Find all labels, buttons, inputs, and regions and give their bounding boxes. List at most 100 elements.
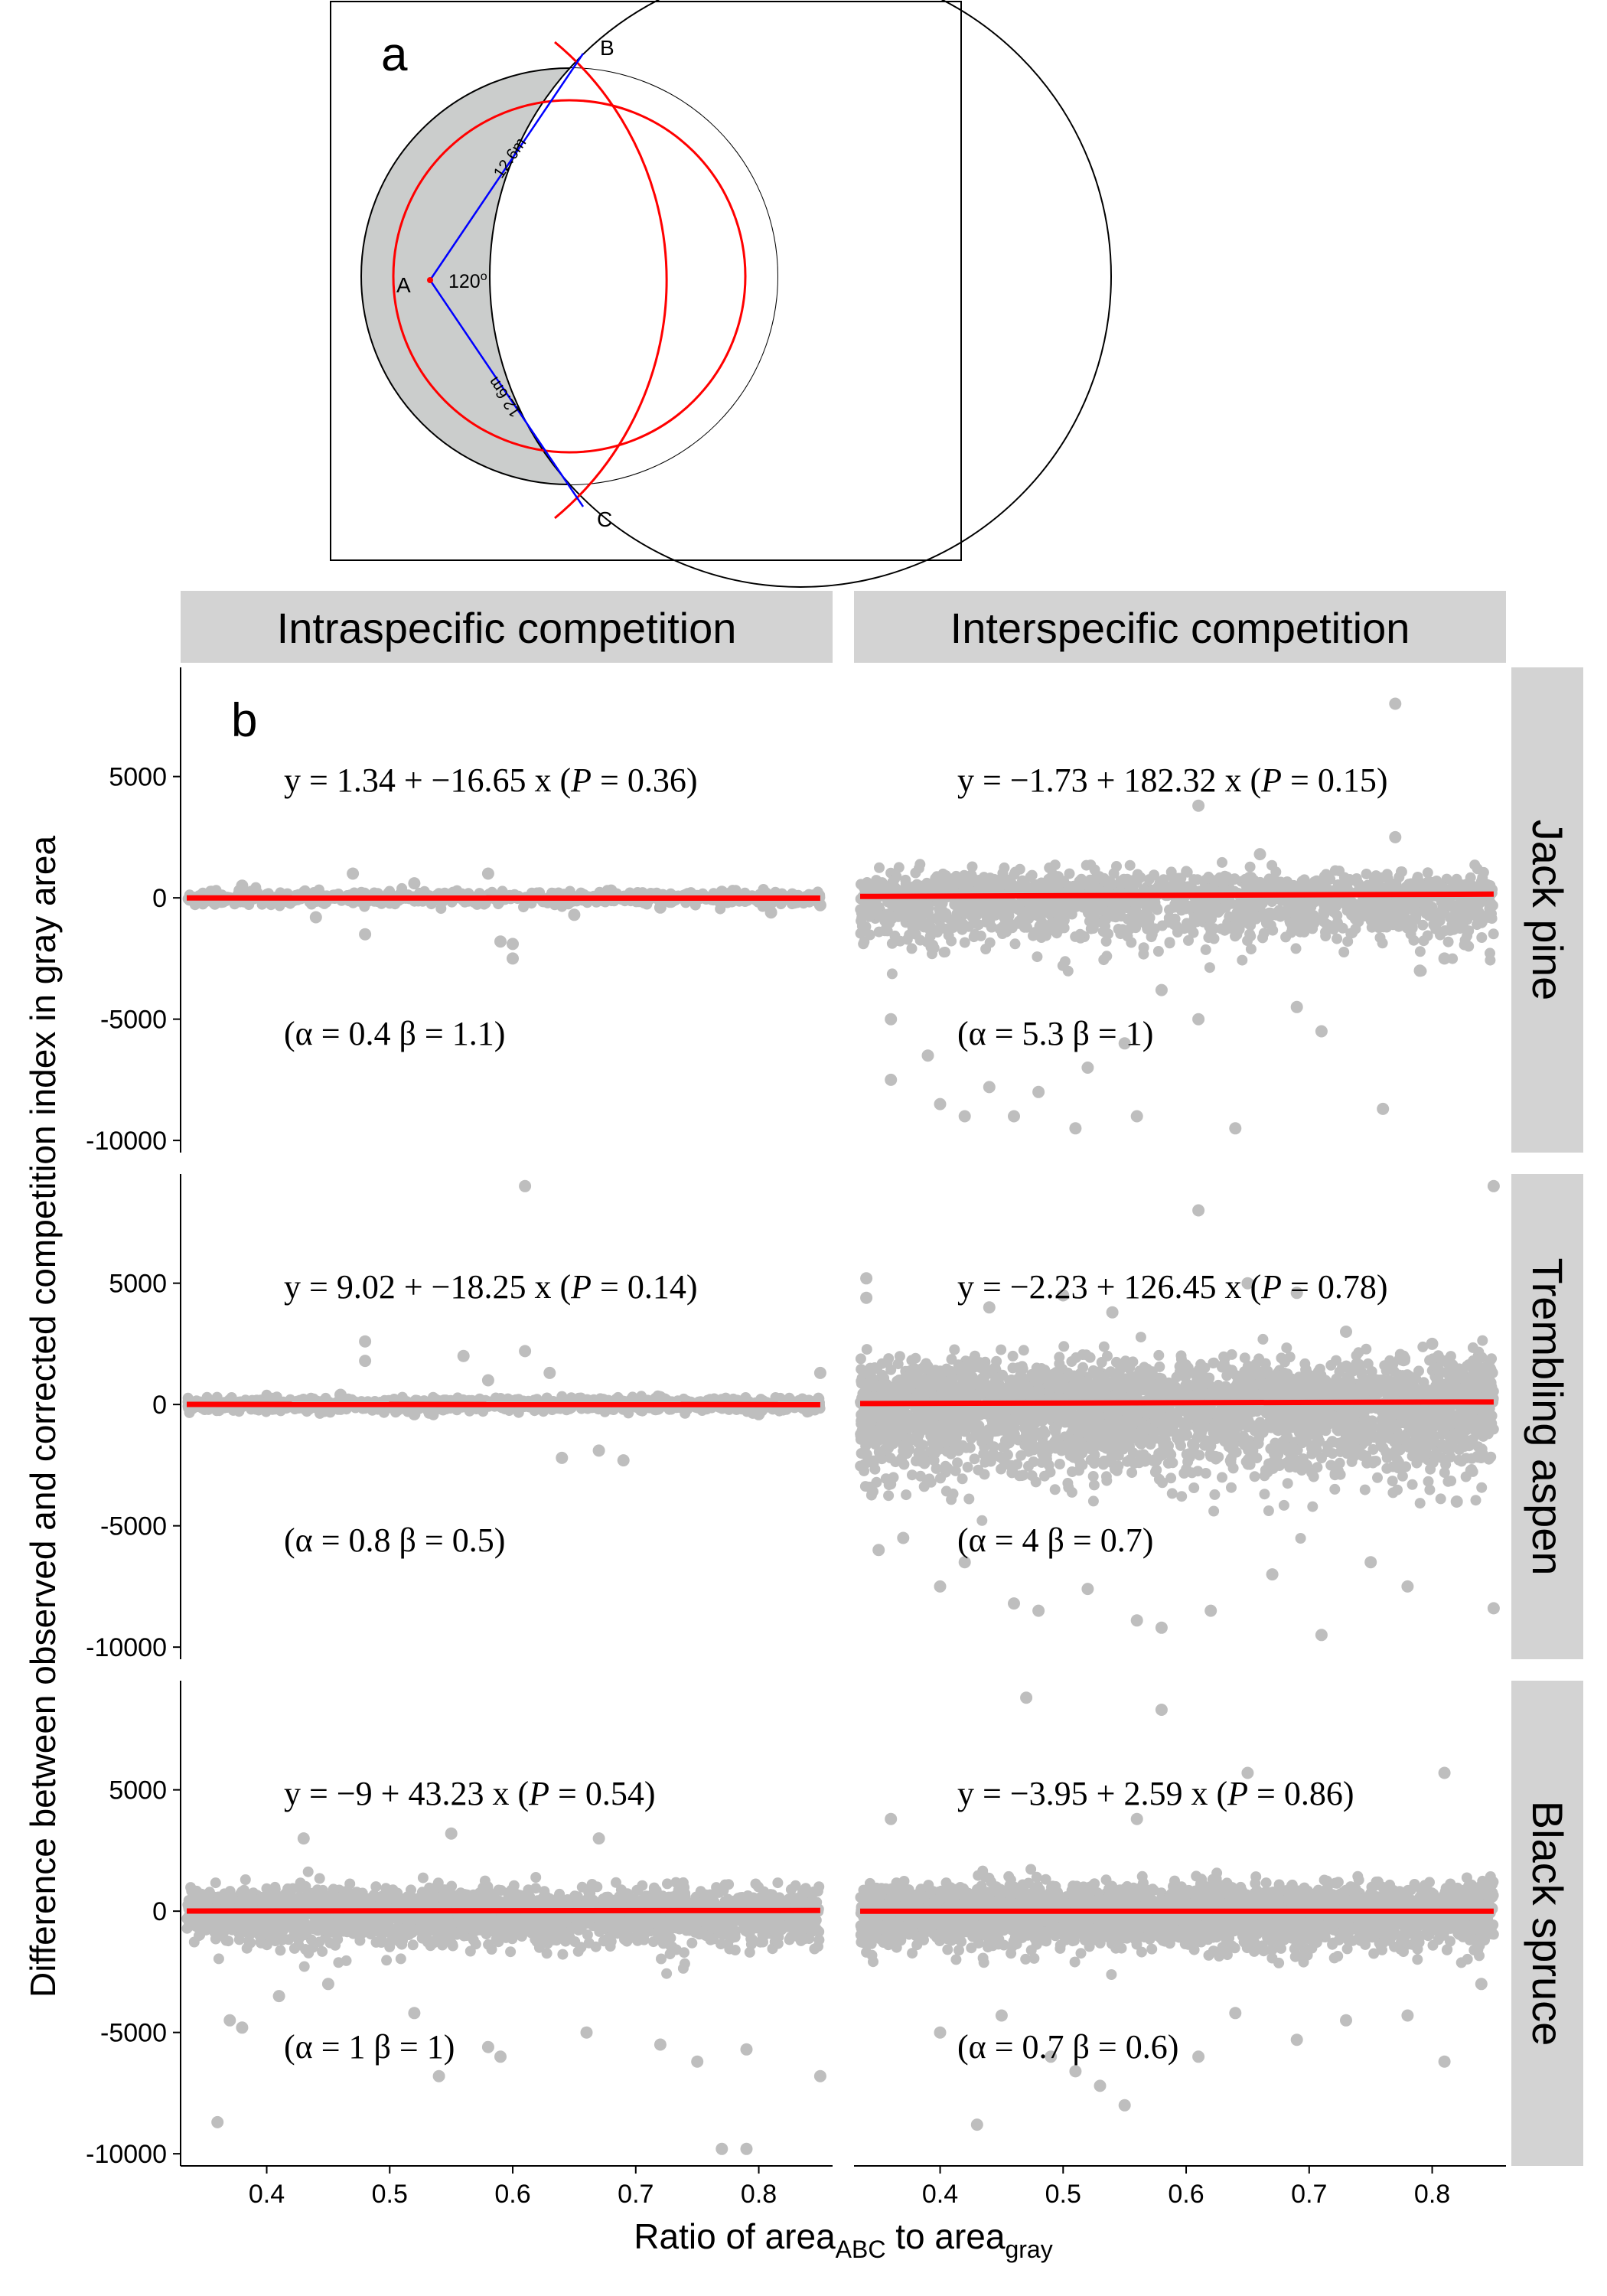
- data-point: [952, 901, 963, 912]
- point-label-b: B: [600, 36, 614, 60]
- data-point: [1350, 923, 1361, 934]
- red-arc-bc: [554, 41, 668, 520]
- data-point: [1372, 1472, 1383, 1483]
- data-point: [1303, 879, 1315, 891]
- data-point: [1442, 936, 1454, 947]
- data-point: [1218, 883, 1230, 895]
- facet-jack-pine-inter: y = −1.73 + 182.32 x (P = 0.15)(α = 5.3 …: [855, 697, 1499, 1135]
- outlier-point: [885, 1013, 898, 1026]
- data-point: [1332, 933, 1343, 944]
- outlier-point: [654, 901, 667, 914]
- data-point: [1322, 895, 1333, 907]
- data-point: [891, 871, 902, 882]
- data-point: [1188, 927, 1199, 938]
- outlier-point: [1290, 1000, 1303, 1013]
- data-point: [1342, 876, 1354, 888]
- center-point-a: [427, 277, 433, 283]
- data-point: [1476, 1482, 1488, 1493]
- outlier-point: [1389, 830, 1402, 843]
- data-point: [1267, 925, 1279, 936]
- outlier-point: [359, 1335, 372, 1348]
- data-point: [1237, 954, 1248, 966]
- outlier-point: [519, 1179, 532, 1192]
- regression-equation: y = 1.34 + −16.65 x (P = 0.36): [284, 762, 698, 799]
- data-point: [1317, 914, 1328, 925]
- data-point: [1023, 913, 1035, 925]
- data-point: [873, 926, 885, 938]
- data-point: [961, 882, 973, 894]
- data-point: [1410, 913, 1421, 925]
- data-point: [1149, 869, 1159, 881]
- regression-equation: y = −1.73 + 182.32 x (P = 0.15): [957, 762, 1388, 799]
- data-point: [1488, 928, 1499, 940]
- data-point: [1445, 925, 1455, 936]
- data-point: [1154, 1361, 1165, 1372]
- data-point: [893, 862, 905, 873]
- outlier-point: [1253, 848, 1266, 861]
- data-point: [1203, 932, 1214, 943]
- data-point: [1463, 899, 1475, 910]
- outlier-point: [1155, 983, 1168, 996]
- data-point: [1000, 913, 1012, 925]
- data-point: [1034, 924, 1045, 935]
- data-point: [1280, 931, 1292, 943]
- outlier-point: [309, 911, 322, 924]
- clip-boundary-arc: [392, 99, 747, 454]
- data-point: [855, 1353, 866, 1365]
- data-point: [921, 881, 932, 892]
- row-strip-jack-pine: [1511, 667, 1583, 1153]
- data-point: [1233, 899, 1244, 910]
- panel-a: a B A C 120o 12.6m 12.6m: [330, 0, 1112, 588]
- outlier-point: [1130, 1110, 1143, 1123]
- angle-label: 120o: [448, 270, 487, 292]
- row-title-trembling-aspen: Trembling aspen: [1524, 1257, 1572, 1575]
- outlier-point: [236, 879, 249, 892]
- outlier-point: [813, 899, 826, 912]
- data-point: [1032, 951, 1043, 963]
- data-point: [1366, 921, 1377, 933]
- data-point: [1204, 962, 1215, 974]
- data-point: [900, 878, 911, 889]
- data-point: [1164, 938, 1175, 949]
- row-strip-trembling-aspen: [1511, 1174, 1583, 1659]
- data-point: [1001, 926, 1012, 938]
- data-point: [1470, 1495, 1482, 1506]
- data-point: [1244, 861, 1256, 872]
- data-point: [1198, 899, 1209, 910]
- data-point: [914, 934, 926, 946]
- row-title-black-spruce: Black spruce: [1524, 1801, 1572, 2047]
- outlier-point: [408, 877, 421, 890]
- data-point: [1131, 915, 1143, 926]
- data-point: [1200, 944, 1211, 955]
- data-point: [1119, 902, 1130, 913]
- data-point: [895, 905, 906, 917]
- data-point: [984, 937, 996, 948]
- data-point: [549, 899, 560, 911]
- data-point: [1063, 1482, 1074, 1493]
- data-point: [1266, 879, 1277, 891]
- data-point: [959, 937, 970, 948]
- data-point: [970, 876, 981, 887]
- point-label-a: A: [396, 273, 411, 297]
- outlier-point: [605, 884, 618, 897]
- data-point: [935, 1473, 946, 1484]
- data-point: [1028, 881, 1039, 892]
- data-point: [1171, 920, 1182, 931]
- outlier-point: [568, 908, 581, 921]
- clip-region-white: [490, 68, 777, 484]
- data-point: [858, 938, 869, 950]
- data-point: [1263, 910, 1275, 921]
- data-point: [1476, 932, 1488, 943]
- data-point: [1078, 876, 1090, 888]
- data-point: [1208, 923, 1220, 934]
- data-point: [932, 927, 943, 938]
- data-point: [1346, 909, 1358, 921]
- data-point: [927, 948, 937, 960]
- data-point: [1087, 1471, 1099, 1482]
- data-point: [1472, 863, 1483, 875]
- outlier-point: [1008, 1110, 1020, 1123]
- data-point: [883, 916, 895, 927]
- outlier-point: [1192, 1013, 1205, 1026]
- outlier-point: [519, 1345, 532, 1358]
- data-point: [1182, 866, 1193, 878]
